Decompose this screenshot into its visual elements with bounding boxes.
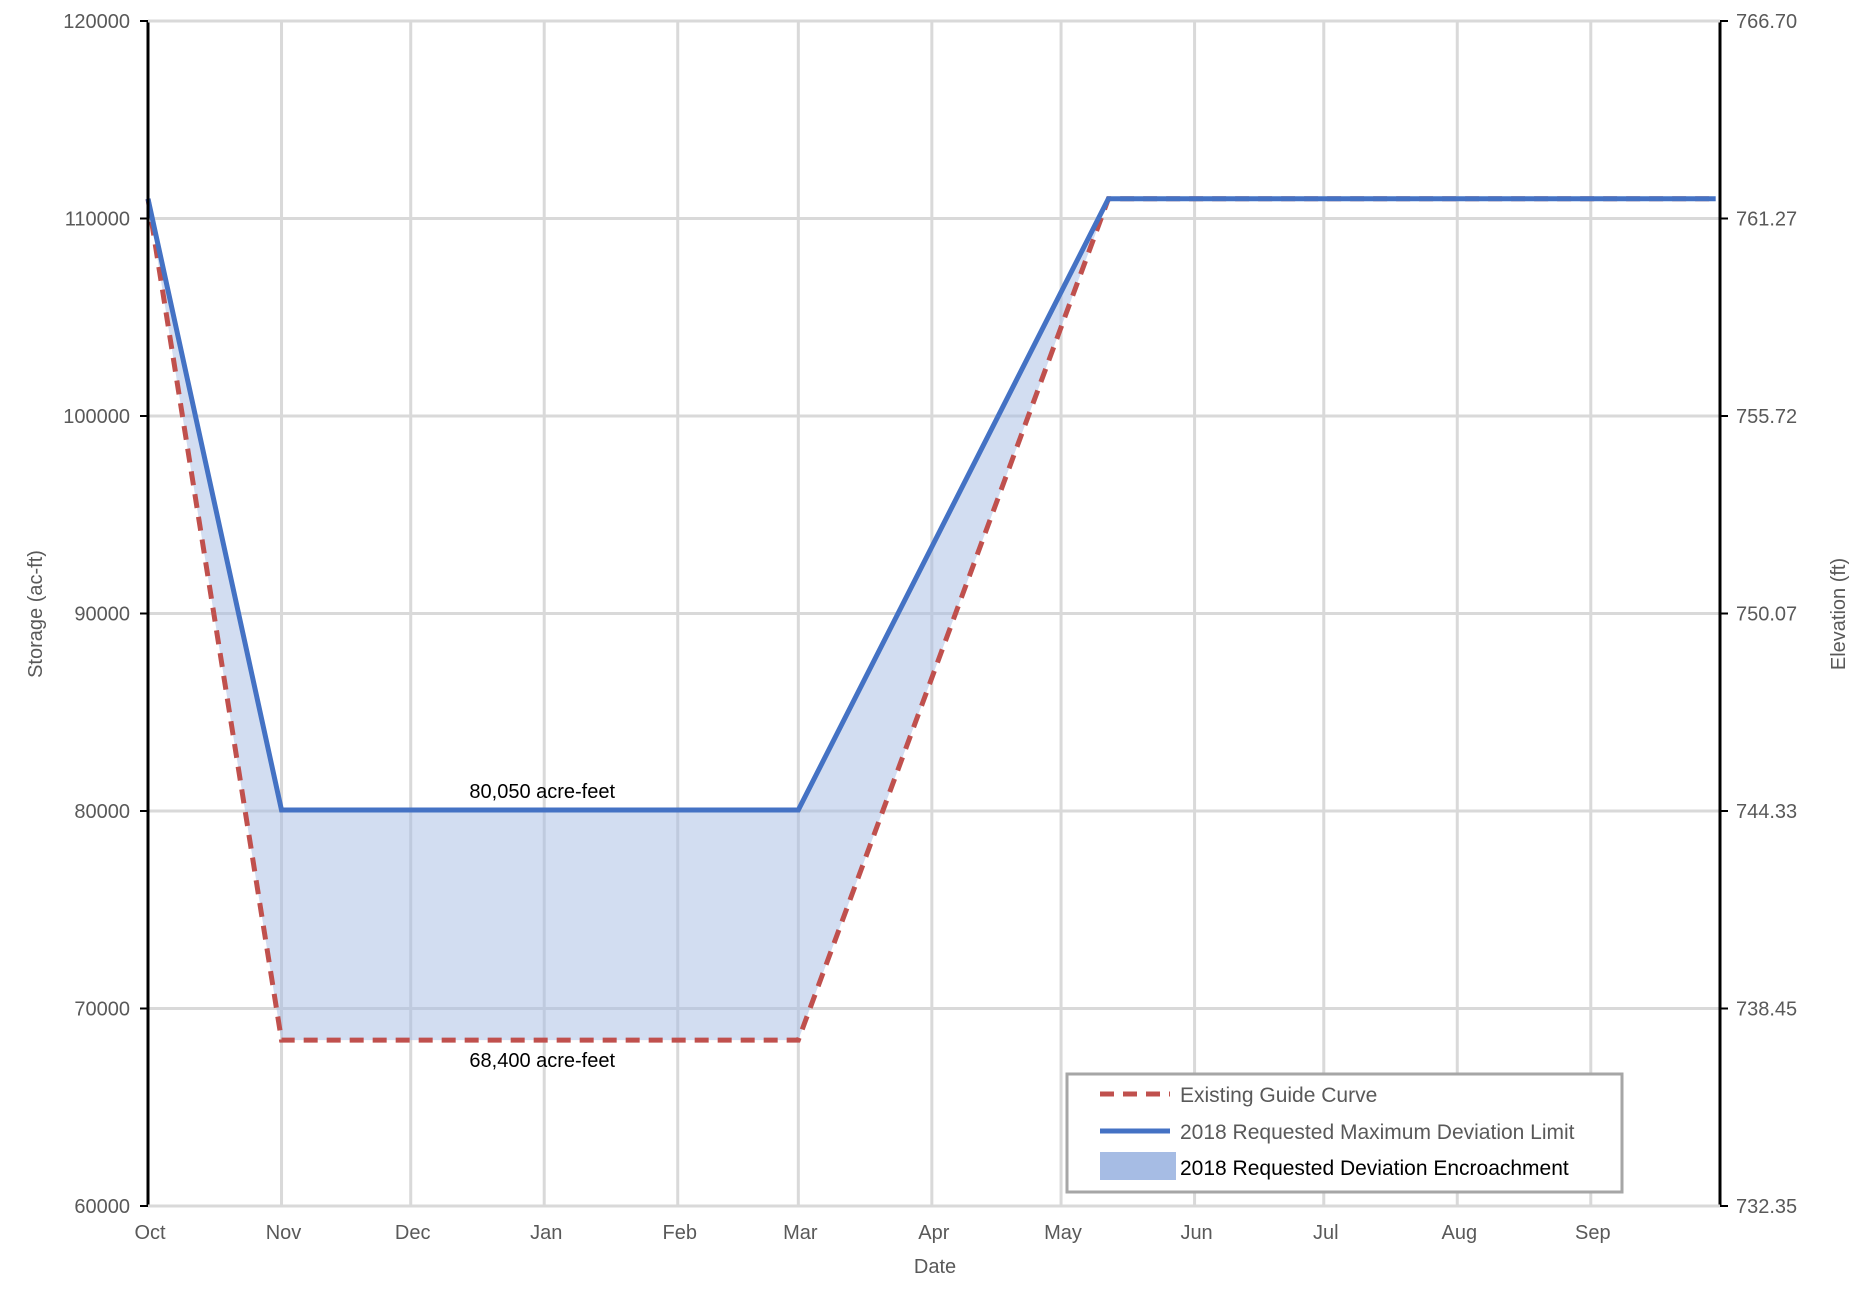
data-annotation: 68,400 acre-feet xyxy=(469,1050,615,1072)
x-tick-label: Mar xyxy=(783,1222,818,1244)
y2-tick-label: 738.45 xyxy=(1736,999,1797,1021)
deviation-encroachment-area xyxy=(148,198,1716,1041)
y2-tick-label: 750.07 xyxy=(1736,604,1797,626)
y2-axis-title: Elevation (ft) xyxy=(1828,558,1850,670)
x-tick-label: Sep xyxy=(1575,1222,1611,1244)
legend-label-encroachment: 2018 Requested Deviation Encroachment xyxy=(1180,1157,1569,1180)
y2-tick-label: 732.35 xyxy=(1736,1196,1797,1218)
legend-swatch-encroachment xyxy=(1100,1152,1176,1180)
y2-tick-label: 744.33 xyxy=(1736,801,1797,823)
x-tick-label: Jan xyxy=(530,1222,562,1244)
y-tick-label: 110000 xyxy=(65,209,130,231)
y-axis-title: Storage (ac-ft) xyxy=(25,550,47,678)
axes xyxy=(140,19,1728,1208)
data-annotation: 80,050 acre-feet xyxy=(469,781,615,803)
x-tick-label: Jul xyxy=(1313,1222,1339,1244)
x-tick-label: Jun xyxy=(1180,1222,1212,1244)
x-tick-label: Dec xyxy=(395,1222,431,1244)
x-tick-label: May xyxy=(1044,1222,1082,1244)
legend: Existing Guide Curve 2018 Requested Maxi… xyxy=(1065,1072,1624,1194)
y-tick-labels: 60000 70000 80000 90000 100000 110000 120000 xyxy=(63,11,130,1218)
y-tick-label: 90000 xyxy=(74,604,130,626)
y2-tick-labels: 732.35 738.45 744.33 750.07 755.72 761.27 766.… xyxy=(1736,11,1797,1218)
max-deviation-limit-line xyxy=(145,196,1716,813)
x-tick-labels: Oct Nov Dec Jan Feb Mar Apr May Jun Jul Aug Sep xyxy=(134,1222,1610,1244)
y-tick-label: 80000 xyxy=(74,801,130,823)
y2-tick-label: 755.72 xyxy=(1736,406,1797,428)
annotations: 80,050 acre-feet 68,400 acre-feet xyxy=(469,781,615,1072)
x-tick-label: Nov xyxy=(266,1222,302,1244)
y2-tick-label: 761.27 xyxy=(1736,209,1797,231)
y-tick-label: 100000 xyxy=(63,406,130,428)
x-tick-label: Apr xyxy=(918,1222,949,1244)
x-tick-label: Aug xyxy=(1441,1222,1477,1244)
x-tick-label: Oct xyxy=(134,1222,166,1244)
y-tick-label: 70000 xyxy=(74,999,130,1021)
x-tick-label: Feb xyxy=(663,1222,697,1244)
x-axis-title: Date xyxy=(914,1256,956,1278)
y-tick-label: 60000 xyxy=(74,1196,130,1218)
y-tick-label: 120000 xyxy=(63,11,130,33)
y2-tick-label: 766.70 xyxy=(1736,11,1797,33)
legend-label-deviation-limit: 2018 Requested Maximum Deviation Limit xyxy=(1180,1121,1575,1144)
legend-label-guide-curve: Existing Guide Curve xyxy=(1180,1084,1377,1107)
